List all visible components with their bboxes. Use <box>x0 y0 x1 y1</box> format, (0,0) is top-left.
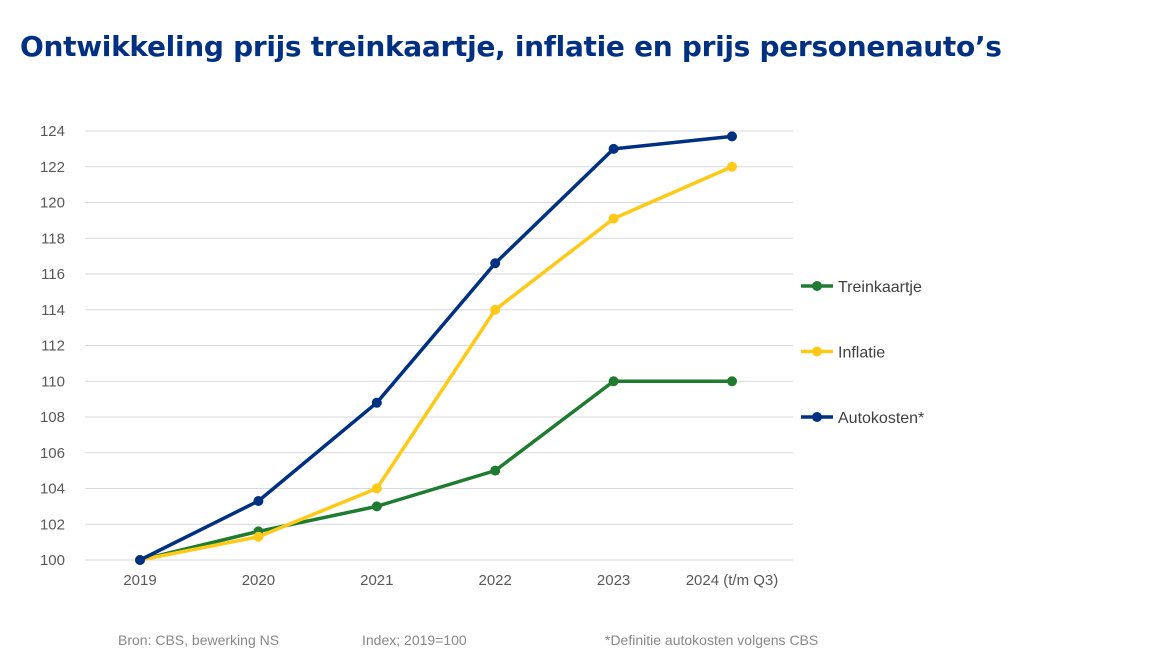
data-point <box>490 465 501 476</box>
data-point <box>727 131 737 142</box>
y-tick-label: 122 <box>40 159 65 176</box>
series-line-autokosten <box>139 134 733 562</box>
legend-label: Autokosten* <box>838 410 924 427</box>
x-tick-label: 2024 (t/m Q3) <box>686 572 779 589</box>
x-tick-label: 2019 <box>123 572 156 589</box>
source-note: Bron: CBS, bewerking NS <box>118 632 280 648</box>
y-tick-label: 102 <box>40 516 65 533</box>
y-tick-label: 118 <box>41 230 65 247</box>
data-point <box>727 161 737 172</box>
legend-marker <box>812 412 822 422</box>
y-tick-label: 112 <box>41 338 65 355</box>
legend-marker <box>812 281 822 291</box>
data-point <box>490 258 501 269</box>
data-point <box>135 555 145 565</box>
y-tick-label: 108 <box>40 409 65 426</box>
y-tick-label: 110 <box>41 373 65 390</box>
data-point <box>371 397 382 408</box>
data-point <box>490 304 501 315</box>
index-note: Index; 2019=100 <box>362 632 467 648</box>
data-point <box>608 213 619 224</box>
y-tick-label: 106 <box>40 445 65 462</box>
series-line-treinkaartje <box>139 379 732 562</box>
y-tick-label: 116 <box>41 266 65 283</box>
y-tick-label: 104 <box>40 481 65 498</box>
series-line-inflatie <box>139 165 733 562</box>
data-point <box>253 496 264 507</box>
data-point <box>371 501 382 512</box>
x-tick-label: 2021 <box>360 572 393 589</box>
data-point <box>608 143 619 154</box>
x-tick-label: 2020 <box>242 572 275 589</box>
data-point <box>608 376 619 387</box>
chart-title: Ontwikkeling prijs treinkaartje, inflati… <box>20 30 1002 63</box>
y-tick-label: 100 <box>40 552 65 569</box>
definition-note: *Definitie autokosten volgens CBS <box>605 632 819 648</box>
y-tick-label: 114 <box>41 302 65 319</box>
legend-label: Treinkaartje <box>838 279 922 296</box>
x-tick-label: 2023 <box>597 572 630 589</box>
data-point <box>727 376 737 387</box>
data-point <box>371 483 382 494</box>
data-point <box>253 531 264 542</box>
legend-marker <box>812 346 822 357</box>
x-tick-label: 2022 <box>479 572 512 589</box>
legend-label: Inflatie <box>838 345 885 362</box>
y-tick-label: 120 <box>40 195 65 212</box>
y-tick-label: 124 <box>40 123 65 140</box>
